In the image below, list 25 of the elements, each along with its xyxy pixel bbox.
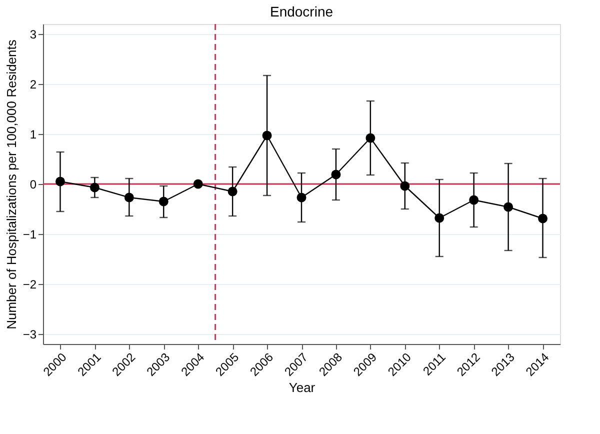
- point: [469, 195, 479, 205]
- chart-title: Endocrine: [270, 3, 334, 20]
- point: [55, 176, 65, 186]
- point: [158, 196, 168, 206]
- point: [538, 214, 548, 224]
- point: [296, 192, 306, 202]
- point: [90, 182, 100, 192]
- y-tick-label: −3: [22, 328, 37, 342]
- point: [228, 186, 238, 196]
- point: [366, 133, 376, 143]
- x-axis-title: Year: [288, 380, 316, 396]
- point: [504, 202, 514, 212]
- point: [193, 179, 203, 189]
- y-tick-label: 3: [30, 28, 37, 42]
- y-tick-label: −2: [22, 278, 37, 292]
- point: [434, 213, 444, 223]
- y-tick-label: −1: [22, 228, 37, 242]
- point: [331, 170, 341, 180]
- point: [262, 130, 272, 140]
- y-axis-title: Number of Hospitalizations per 100,000 Residents: [4, 39, 19, 330]
- y-tick-label: 2: [30, 78, 37, 92]
- point: [124, 192, 134, 202]
- y-tick-label: 1: [30, 128, 37, 142]
- point: [400, 181, 410, 191]
- y-tick-label: 0: [30, 178, 37, 192]
